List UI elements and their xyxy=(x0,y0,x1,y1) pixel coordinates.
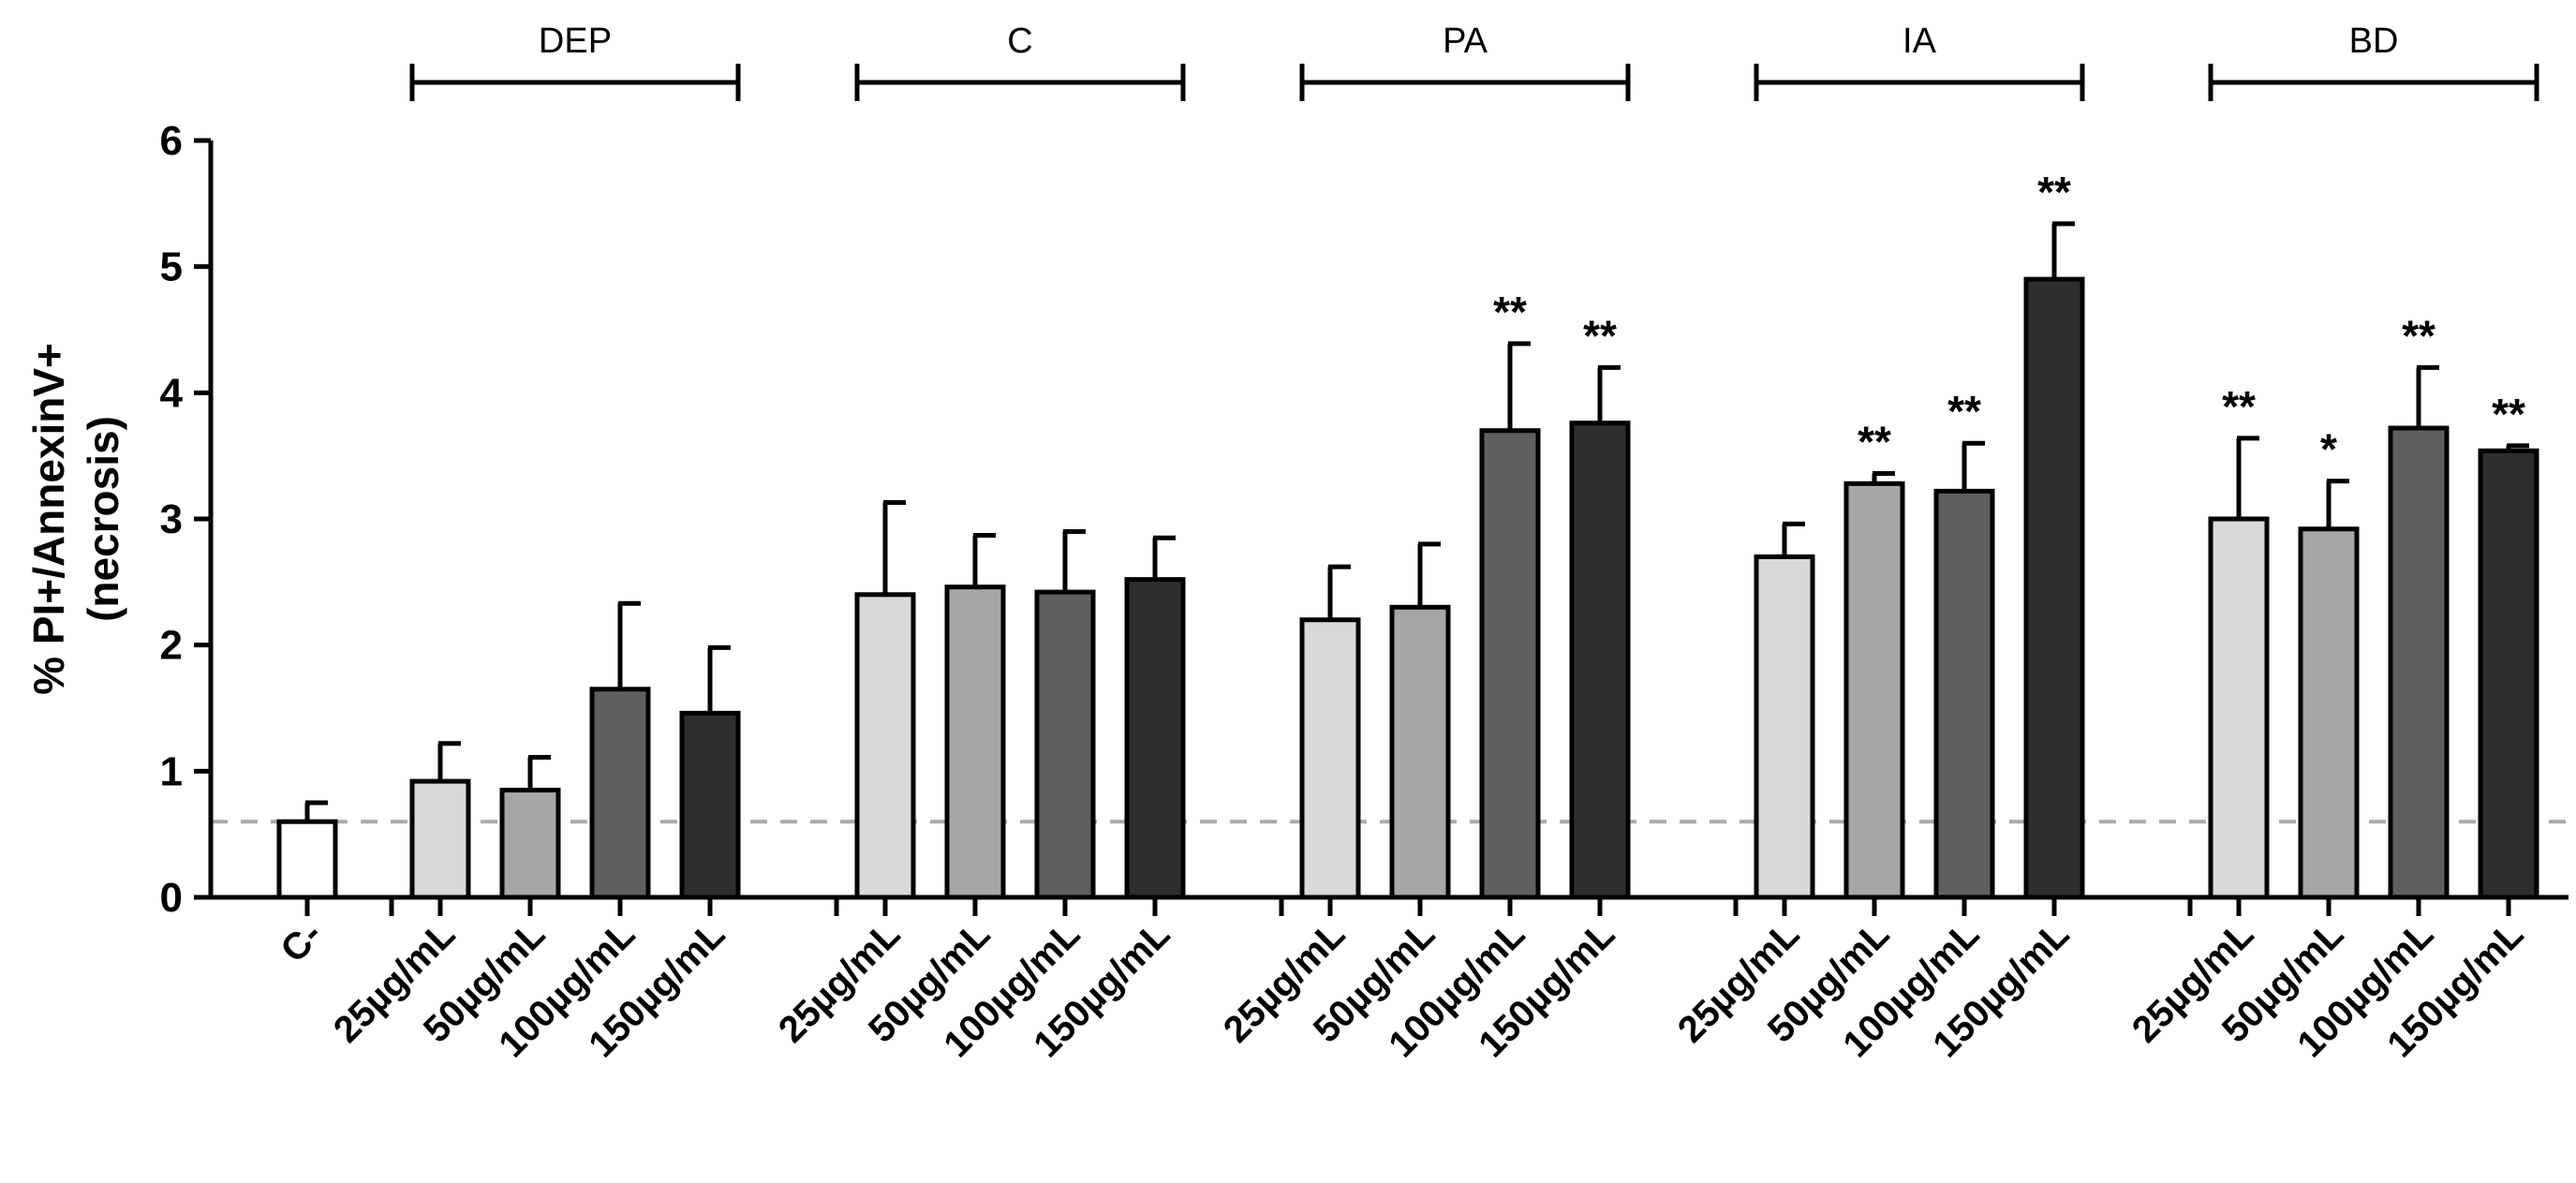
bar-ia-3 xyxy=(1933,488,1995,900)
category-label-control: C- xyxy=(273,913,330,970)
significance-bd-4: ** xyxy=(2492,390,2525,438)
group-label-bd: BD xyxy=(2349,22,2399,61)
y-tick-label-4: 4 xyxy=(160,370,184,416)
significance-ia-3: ** xyxy=(1947,387,1981,436)
y-axis-label-line-2: (necrosis) xyxy=(79,416,127,622)
significance-pa-4: ** xyxy=(1583,311,1617,360)
bar-pa-2 xyxy=(1389,604,1451,900)
significance-bd-1: ** xyxy=(2222,382,2256,431)
y-axis-label: % PI+/AnnexinV+ (necrosis) xyxy=(24,343,127,695)
bar-c-1 xyxy=(854,592,916,900)
bar-dep-1 xyxy=(409,778,471,900)
bar-c-3 xyxy=(1034,589,1096,900)
significance-bd-3: ** xyxy=(2402,311,2435,360)
group-label-ia: IA xyxy=(1902,22,1937,61)
bar-pa-3 xyxy=(1479,428,1541,900)
bar-ia-2 xyxy=(1843,481,1905,900)
bar-bd-4 xyxy=(2478,448,2539,900)
bar-dep-4 xyxy=(679,710,741,900)
bar-bd-1 xyxy=(2208,516,2270,900)
bar-control xyxy=(276,819,338,900)
significance-ia-4: ** xyxy=(2037,168,2071,216)
bar-bd-3 xyxy=(2388,425,2450,900)
y-tick-label-5: 5 xyxy=(160,244,183,290)
y-tick-label-6: 6 xyxy=(160,118,183,164)
bar-bd-2 xyxy=(2298,526,2360,900)
bar-ia-4 xyxy=(2023,276,2085,900)
group-label-c: C xyxy=(1007,22,1032,61)
bar-ia-1 xyxy=(1754,554,1815,900)
y-tick-label-0: 0 xyxy=(160,875,183,921)
group-label-pa: PA xyxy=(1443,22,1488,61)
bar-dep-2 xyxy=(499,788,561,900)
bar-pa-4 xyxy=(1569,421,1631,900)
significance-ia-2: ** xyxy=(1858,418,1891,466)
significance-pa-3: ** xyxy=(1493,288,1527,336)
y-tick-label-2: 2 xyxy=(160,623,183,669)
bar-c-4 xyxy=(1124,577,1186,900)
y-tick-label-3: 3 xyxy=(160,496,183,542)
bar-pa-1 xyxy=(1299,617,1361,900)
y-tick-label-1: 1 xyxy=(160,748,183,794)
bar-c-2 xyxy=(944,584,1006,900)
bar-dep-3 xyxy=(589,687,651,900)
y-axis-label-line-1: % PI+/AnnexinV+ xyxy=(24,343,73,695)
significance-bd-2: * xyxy=(2320,425,2337,474)
group-label-dep: DEP xyxy=(539,22,612,61)
